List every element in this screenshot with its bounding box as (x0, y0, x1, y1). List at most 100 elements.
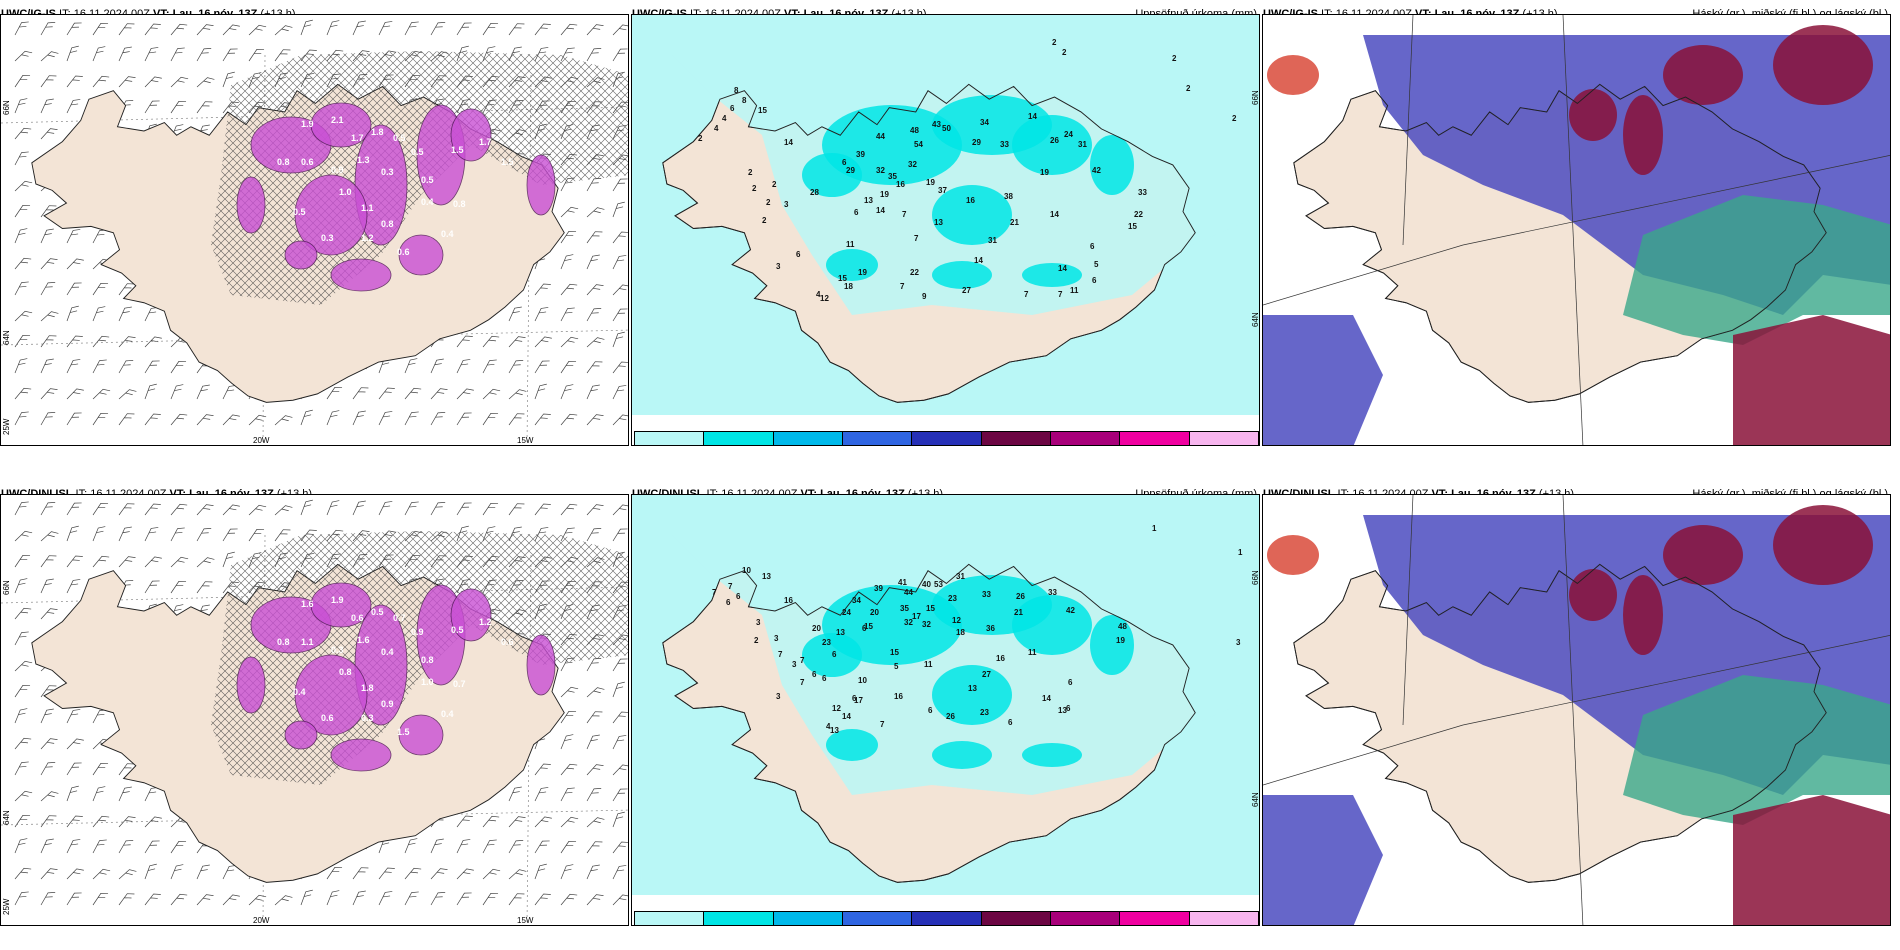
wind-barb-icon (430, 388, 448, 400)
precip-value-label: 2 (1062, 48, 1067, 57)
map-clouds[interactable] (1262, 14, 1891, 446)
precip-value-label: 38 (1004, 192, 1013, 201)
precip-value-label: 8 (742, 96, 747, 105)
map-clouds[interactable] (1262, 494, 1891, 926)
wind-barb-icon (378, 867, 395, 880)
wind-barb-icon (378, 21, 393, 36)
wind-barb-icon (586, 337, 605, 348)
wind-barb-icon (222, 865, 237, 880)
wind-value-label: 1.5 (501, 157, 514, 167)
wind-barb-icon (222, 528, 238, 542)
wind-barb-icon (40, 868, 58, 880)
wind-barb-icon (586, 894, 604, 906)
wind-value-label: 1.9 (301, 119, 314, 129)
wind-barb-icon (612, 231, 628, 244)
legend-swatch (1188, 911, 1259, 925)
wind-barb-icon (430, 412, 446, 426)
wind-barb-icon (170, 413, 188, 426)
low-cloud-area (1773, 25, 1873, 105)
precip-value-label: 11 (924, 660, 933, 669)
precip-value-label: 2 (1052, 38, 1057, 47)
precip-value-label: 12 (952, 616, 961, 625)
legend-swatch (634, 911, 705, 925)
precip-value-label: 48 (1118, 622, 1127, 631)
precip-value-label: 22 (1134, 210, 1143, 219)
precip-value-label: 14 (784, 138, 793, 147)
precip-value-label: 33 (982, 590, 991, 599)
wind-barb-icon (66, 839, 81, 854)
high-cloud-area (1623, 675, 1890, 825)
wind-barb-icon (66, 762, 82, 776)
legend-swatch (1050, 911, 1121, 925)
low-cloud-area (1267, 55, 1319, 95)
precip-value-label: 15 (890, 648, 899, 657)
wind-barb-icon (612, 504, 628, 516)
wind-barb-icon (560, 206, 579, 218)
precip-value-label: 2 (772, 180, 777, 189)
wind-barb-icon (430, 502, 446, 516)
precip-value-label: 7 (880, 720, 885, 729)
wind-barb-icon (612, 178, 628, 192)
wind-barb-icon (14, 98, 28, 114)
precip-value-label: 35 (888, 172, 897, 181)
precip-value-label: 17 (854, 696, 863, 705)
wind-barb-icon (40, 738, 58, 750)
precip-value-label: 19 (1116, 636, 1125, 645)
wind-value-label: 0.8 (381, 219, 394, 229)
map-precip[interactable]: 1 1 3 10 13 7 6 6 7 16 3 2 3 7 3 6 39 41 44 40 53 31 34 23 33 26 3… (631, 494, 1260, 926)
wind-barb-icon (586, 254, 600, 270)
wind-barb-icon (378, 891, 393, 906)
map-wind[interactable]: 1.6 1.9 0.6 0.5 0.7 0.9 1.1 0.3 1.6 0.4 0.8 1.0 1.8 0… (0, 494, 629, 926)
wind-value-label: 0.3 (321, 233, 334, 243)
wind-barb-icon (92, 306, 106, 322)
precip-value-label: 18 (956, 628, 965, 637)
wind-value-label: 1.6 (357, 635, 370, 645)
precip-heavy-area (1022, 263, 1082, 287)
wind-barb-icon (482, 868, 501, 880)
wind-barb-icon (170, 864, 184, 880)
precip-value-label: 34 (980, 118, 989, 127)
wind-value-label: 1.9 (331, 595, 344, 605)
wind-barb-icon (66, 335, 83, 348)
precip-value-label: 31 (1078, 140, 1087, 149)
wind-barb-icon (66, 229, 81, 244)
precip-value-label: 6 (812, 670, 817, 679)
wind-map-canvas: 1.6 1.9 0.6 0.5 0.7 0.9 1.1 0.3 1.6 0.4 0.8 1.0 1.8 0… (1, 499, 628, 925)
wind-barb-icon (14, 790, 33, 802)
wind-barb-icon (352, 890, 366, 906)
map-wind[interactable]: 1.9 2.1 1.7 1.8 0.5 0.5 0.6 0.9 1.3 0.3 1.0 0.4 1.1 0… (0, 14, 629, 446)
precip-value-label: 33 (1048, 588, 1057, 597)
wind-barb-icon (118, 869, 137, 880)
wind-barb-icon (66, 815, 83, 828)
low-cloud-area (1733, 315, 1890, 445)
precip-value-label: 41 (898, 578, 907, 587)
wind-barb-icon (14, 737, 32, 750)
precip-value-label: 29 (972, 138, 981, 147)
wind-barb-icon (612, 711, 628, 724)
precip-value-label: 16 (996, 654, 1005, 663)
precip-value-label: 27 (962, 286, 971, 295)
wind-barb-icon (404, 867, 422, 880)
wind-barb-icon (14, 21, 29, 36)
precip-light-area (672, 55, 1259, 315)
precip-value-label: 4 (722, 114, 727, 123)
precip-heavy-area (802, 153, 862, 197)
wind-value-label: 0.9 (331, 165, 344, 175)
wind-barb-icon (612, 385, 627, 400)
legend-swatch (842, 911, 913, 925)
map-precip[interactable]: 2 2 2 2 2 8 8 6 15 4 4 2 14 2 2 2 3 2 2 6 3 6 39 44 48 54 43 50 34 14… (631, 14, 1260, 446)
wind-barb-icon (40, 531, 59, 542)
wind-barb-icon (40, 282, 56, 296)
wind-barb-icon (586, 687, 605, 698)
longitude-label: 20W (253, 436, 270, 445)
wind-barb-icon (14, 50, 33, 62)
precip-value-label: 4 (714, 124, 719, 133)
wind-barb-icon (430, 358, 444, 374)
legend-swatch (1050, 431, 1121, 445)
wind-barb-icon (144, 360, 160, 374)
precip-value-label: 31 (988, 236, 997, 245)
panel-dini-precip: UWC/DINI ISL IT: 16.11.2024 00Z VT: Lau.… (631, 480, 1260, 926)
wind-barb-icon (92, 388, 111, 400)
precip-value-label: 40 (922, 580, 931, 589)
